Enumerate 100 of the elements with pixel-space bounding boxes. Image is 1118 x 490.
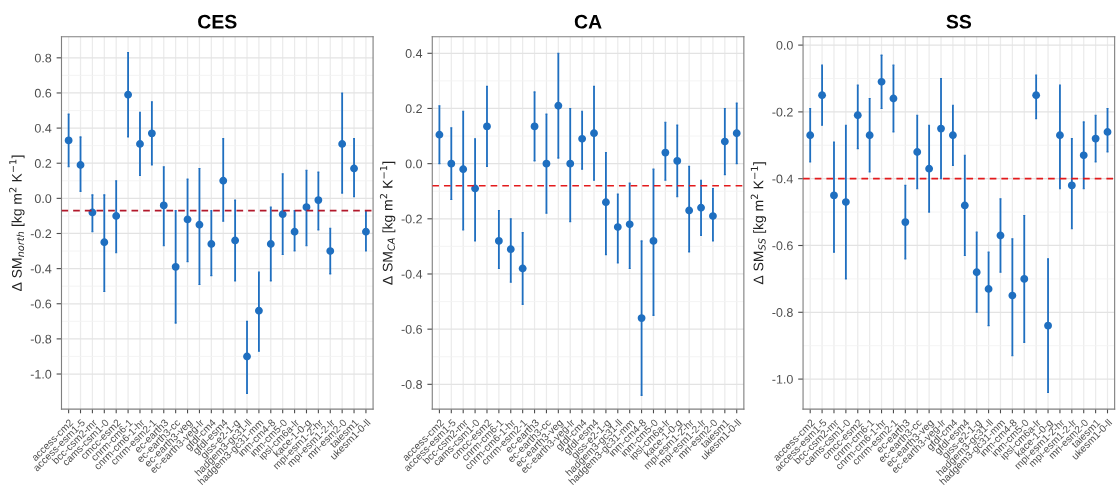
y-tick-label: -0.8 xyxy=(772,308,793,317)
point xyxy=(219,176,228,185)
point xyxy=(673,156,682,165)
point xyxy=(290,227,299,236)
point xyxy=(984,284,993,293)
y-tick-label: -0.2 xyxy=(401,214,422,224)
point xyxy=(1044,321,1052,330)
point xyxy=(494,236,503,245)
point xyxy=(207,240,216,248)
y-axis-title: Δ SM$_{SS}$ [kg m$^{2}$ K$^{−1}$] xyxy=(750,162,767,285)
chart-title: SS xyxy=(946,14,972,29)
point xyxy=(865,131,874,140)
point xyxy=(278,210,287,219)
point xyxy=(76,161,85,169)
point xyxy=(64,136,73,145)
point xyxy=(948,131,957,140)
point xyxy=(601,198,610,207)
chart-title: CA xyxy=(574,14,602,29)
point xyxy=(243,352,251,361)
point xyxy=(183,215,192,224)
chart-title: CES xyxy=(198,14,237,29)
point xyxy=(732,129,741,138)
point xyxy=(362,227,370,236)
point xyxy=(1091,134,1100,143)
point xyxy=(818,91,827,100)
point xyxy=(100,238,109,247)
y-tick-label: 0.0 xyxy=(776,40,793,50)
point xyxy=(159,201,168,210)
point xyxy=(1032,91,1041,100)
y-tick-label: 0.6 xyxy=(34,88,52,98)
y-tick-label: -0.6 xyxy=(30,299,52,309)
y-tick-label: -0.4 xyxy=(772,174,793,184)
point xyxy=(613,223,622,232)
y-axis-title: Δ SM$_{north}$ [kg m$^{2}$ K$^{−1}$] xyxy=(9,155,25,292)
y-axis-title: Δ SM$_{CA}$ [kg m$^{2}$ K$^{−1}$] xyxy=(379,161,396,285)
point xyxy=(266,240,275,248)
point xyxy=(542,159,551,168)
point xyxy=(314,196,323,205)
point xyxy=(709,212,717,220)
point xyxy=(1103,128,1112,136)
y-tick-label: -0.6 xyxy=(772,241,793,251)
y-tick-label: 0.8 xyxy=(34,53,52,63)
point xyxy=(685,206,694,215)
point xyxy=(578,134,587,143)
point xyxy=(937,124,945,133)
point xyxy=(254,306,263,315)
y-tick-label: -1.0 xyxy=(772,374,793,384)
point xyxy=(350,164,358,173)
point xyxy=(518,264,527,273)
point xyxy=(877,77,886,86)
point xyxy=(483,122,491,131)
point xyxy=(435,130,444,139)
point xyxy=(338,139,347,148)
point xyxy=(853,111,862,120)
point xyxy=(637,314,646,323)
point xyxy=(889,94,898,103)
point xyxy=(506,245,515,254)
y-tick-label: -0.4 xyxy=(401,269,423,279)
y-tick-label: -0.8 xyxy=(401,380,423,389)
point xyxy=(231,236,240,245)
point xyxy=(447,159,456,168)
point xyxy=(830,191,838,200)
y-tick-label: -0.2 xyxy=(30,229,52,239)
point xyxy=(302,203,311,212)
point xyxy=(326,247,335,255)
point xyxy=(459,165,468,174)
point xyxy=(590,129,598,138)
point xyxy=(720,137,729,146)
point xyxy=(625,220,634,229)
point xyxy=(901,218,910,227)
point xyxy=(1079,151,1088,160)
point xyxy=(661,148,670,157)
point xyxy=(1008,291,1017,300)
point xyxy=(1067,181,1076,190)
point xyxy=(195,220,204,229)
point xyxy=(554,101,563,110)
point xyxy=(960,201,969,210)
point xyxy=(88,208,97,217)
point xyxy=(649,236,658,245)
y-tick-label: -1.0 xyxy=(30,369,52,379)
point xyxy=(530,122,539,131)
point xyxy=(147,129,156,138)
y-tick-label: 0.2 xyxy=(34,159,52,168)
y-tick-label: 0.0 xyxy=(405,159,423,169)
point xyxy=(925,164,934,173)
point xyxy=(1020,274,1029,283)
y-tick-label: -0.4 xyxy=(30,264,52,274)
point xyxy=(566,159,575,168)
y-tick-label: 0.2 xyxy=(405,104,422,114)
y-tick-label: -0.2 xyxy=(772,107,793,117)
point xyxy=(996,231,1005,240)
point xyxy=(171,262,180,271)
point xyxy=(806,131,815,140)
point xyxy=(697,203,705,212)
y-tick-label: -0.8 xyxy=(30,334,52,344)
point xyxy=(913,148,922,156)
y-tick-label: 0.4 xyxy=(34,123,52,133)
point xyxy=(136,139,144,148)
y-tick-label: -0.6 xyxy=(401,324,423,334)
point xyxy=(112,212,121,220)
